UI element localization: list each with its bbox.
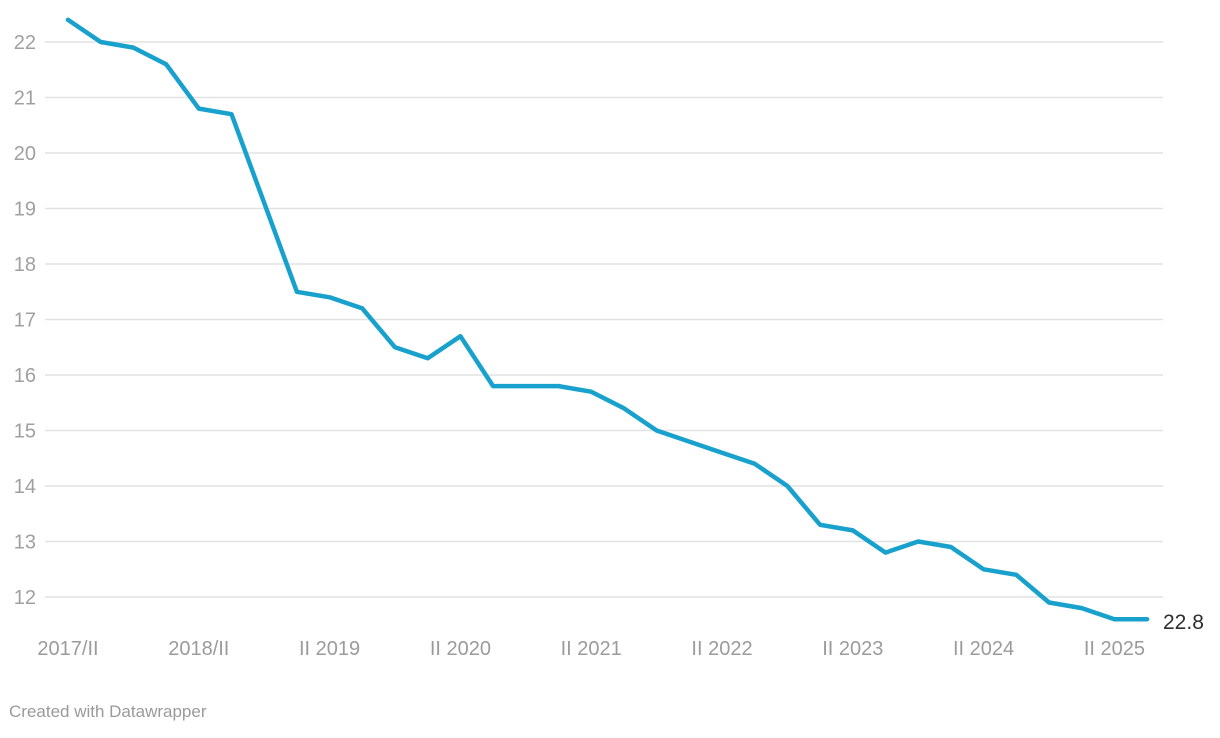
y-tick-label: 14 [14, 476, 36, 498]
x-tick-label: II 2019 [299, 638, 360, 660]
y-tick-label: 19 [14, 199, 36, 221]
x-axis-labels-group: 2017/II 2018/II II 2019 II 2020 II 2021 II 20… [37, 638, 1145, 660]
x-tick-label: II 2020 [430, 638, 491, 660]
data-line[interactable] [65, 17, 1150, 622]
y-tick-label: 13 [14, 532, 36, 554]
y-tick-label: 15 [14, 421, 36, 443]
y-tick-label: 18 [14, 254, 36, 276]
y-tick-label: 16 [14, 365, 36, 387]
datawrapper-credit-link[interactable]: Created with Datawrapper [9, 702, 207, 721]
y-tick-label: 21 [14, 88, 36, 110]
x-tick-label: II 2021 [561, 638, 622, 660]
x-tick-label: II 2024 [953, 638, 1014, 660]
y-tick-label: 12 [14, 587, 36, 609]
x-tick-label: II 2025 [1084, 638, 1145, 660]
y-tick-label: 22 [14, 32, 36, 54]
y-axis-labels-group: 22 21 20 19 18 17 16 15 14 13 12 [14, 32, 36, 609]
x-tick-label: 2017/II [37, 638, 98, 660]
y-tick-label: 17 [14, 310, 36, 332]
x-tick-label: II 2023 [822, 638, 883, 660]
x-tick-label: 2018/II [168, 638, 229, 660]
x-tick-label: II 2022 [691, 638, 752, 660]
y-tick-label: 20 [14, 143, 36, 165]
gridlines-group [45, 41, 1163, 598]
end-value-label: 22.8 [1163, 611, 1204, 634]
